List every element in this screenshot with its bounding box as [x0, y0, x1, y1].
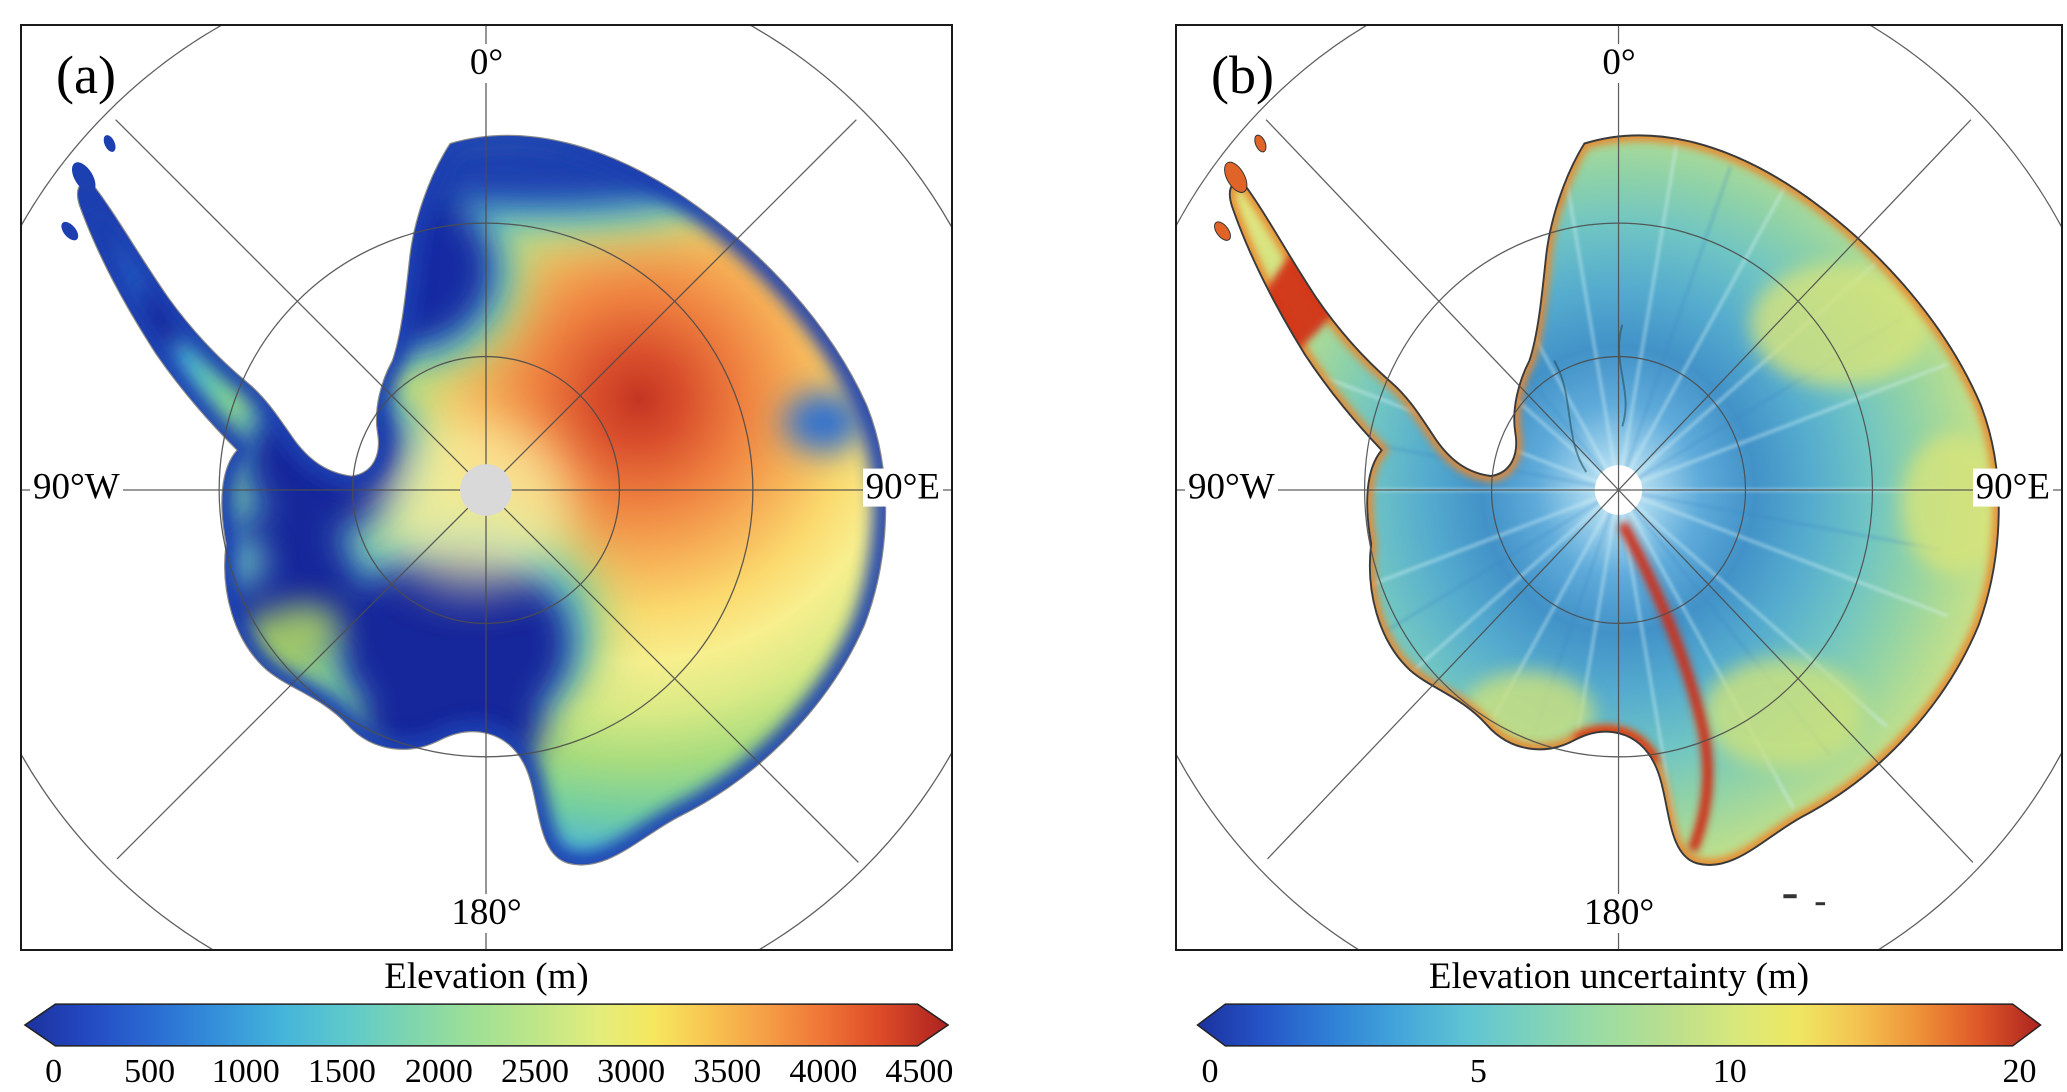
colorbar-ticks-uncertainty: 0 5 10 20	[1193, 1053, 2045, 1091]
tick-label: 4000	[789, 1053, 858, 1090]
tick-label: 0	[45, 1053, 63, 1090]
colorbar-ticks-elevation: 0 500 1000 1500 2000 2500 3000 3500 4000…	[20, 1053, 953, 1091]
pole-hole-a	[460, 464, 512, 516]
antarctica-uncertainty-map	[1177, 26, 2061, 949]
colorbar-elevation	[23, 1003, 950, 1047]
map-frame-a: (a) 0° 90°W 90°E 180°	[20, 24, 953, 951]
tick-label: 2000	[404, 1053, 473, 1090]
coastline-b	[1228, 134, 2000, 866]
meridian-label-180: 180°	[448, 893, 525, 933]
meridian-label-90w: 90°W	[30, 467, 123, 507]
antarctica-elevation-map	[22, 26, 951, 949]
graticule-b	[1177, 26, 2061, 949]
grounding-line-marks	[1553, 324, 1627, 473]
meridian-label-90e: 90°E	[1972, 467, 2053, 507]
peninsula-islands-b	[1214, 134, 1267, 241]
tick-label: 20	[2002, 1053, 2037, 1090]
panel-letter-b: (b)	[1211, 45, 1274, 105]
tick-label: 5	[1469, 1053, 1487, 1090]
tick-label: 2500	[501, 1053, 570, 1090]
tick-label: 0	[1201, 1053, 1219, 1090]
tick-label: 3500	[693, 1053, 762, 1090]
small-islets-b	[1783, 894, 1826, 906]
meridian-label-90e: 90°E	[862, 467, 943, 507]
tick-label: 3000	[597, 1053, 666, 1090]
tick-label: 1000	[211, 1053, 280, 1090]
tick-label: 4500	[885, 1053, 954, 1090]
meridian-label-180: 180°	[1580, 893, 1658, 933]
tick-label: 10	[1712, 1053, 1747, 1090]
peninsula-islands-a	[61, 135, 116, 241]
coastline-a	[76, 134, 887, 866]
panel-elevation: (a) 0° 90°W 90°E 180° Elevation (m)	[20, 24, 953, 1091]
meridian-label-0: 0°	[466, 43, 507, 83]
meridian-label-0: 0°	[1599, 43, 1639, 83]
panel-letter-a: (a)	[56, 45, 116, 105]
panel-uncertainty: (b) 0° 90°W 90°E 180° Elevation uncertai…	[1175, 24, 2063, 1091]
tick-label: 1500	[307, 1053, 376, 1090]
colorbar-uncertainty	[1196, 1003, 2042, 1047]
meridian-label-90w: 90°W	[1185, 467, 1278, 507]
map-frame-b: (b) 0° 90°W 90°E 180°	[1175, 24, 2063, 951]
colorbar-title-elevation: Elevation (m)	[384, 956, 589, 997]
colorbar-title-uncertainty: Elevation uncertainty (m)	[1428, 956, 1810, 997]
tick-label: 500	[124, 1053, 176, 1090]
